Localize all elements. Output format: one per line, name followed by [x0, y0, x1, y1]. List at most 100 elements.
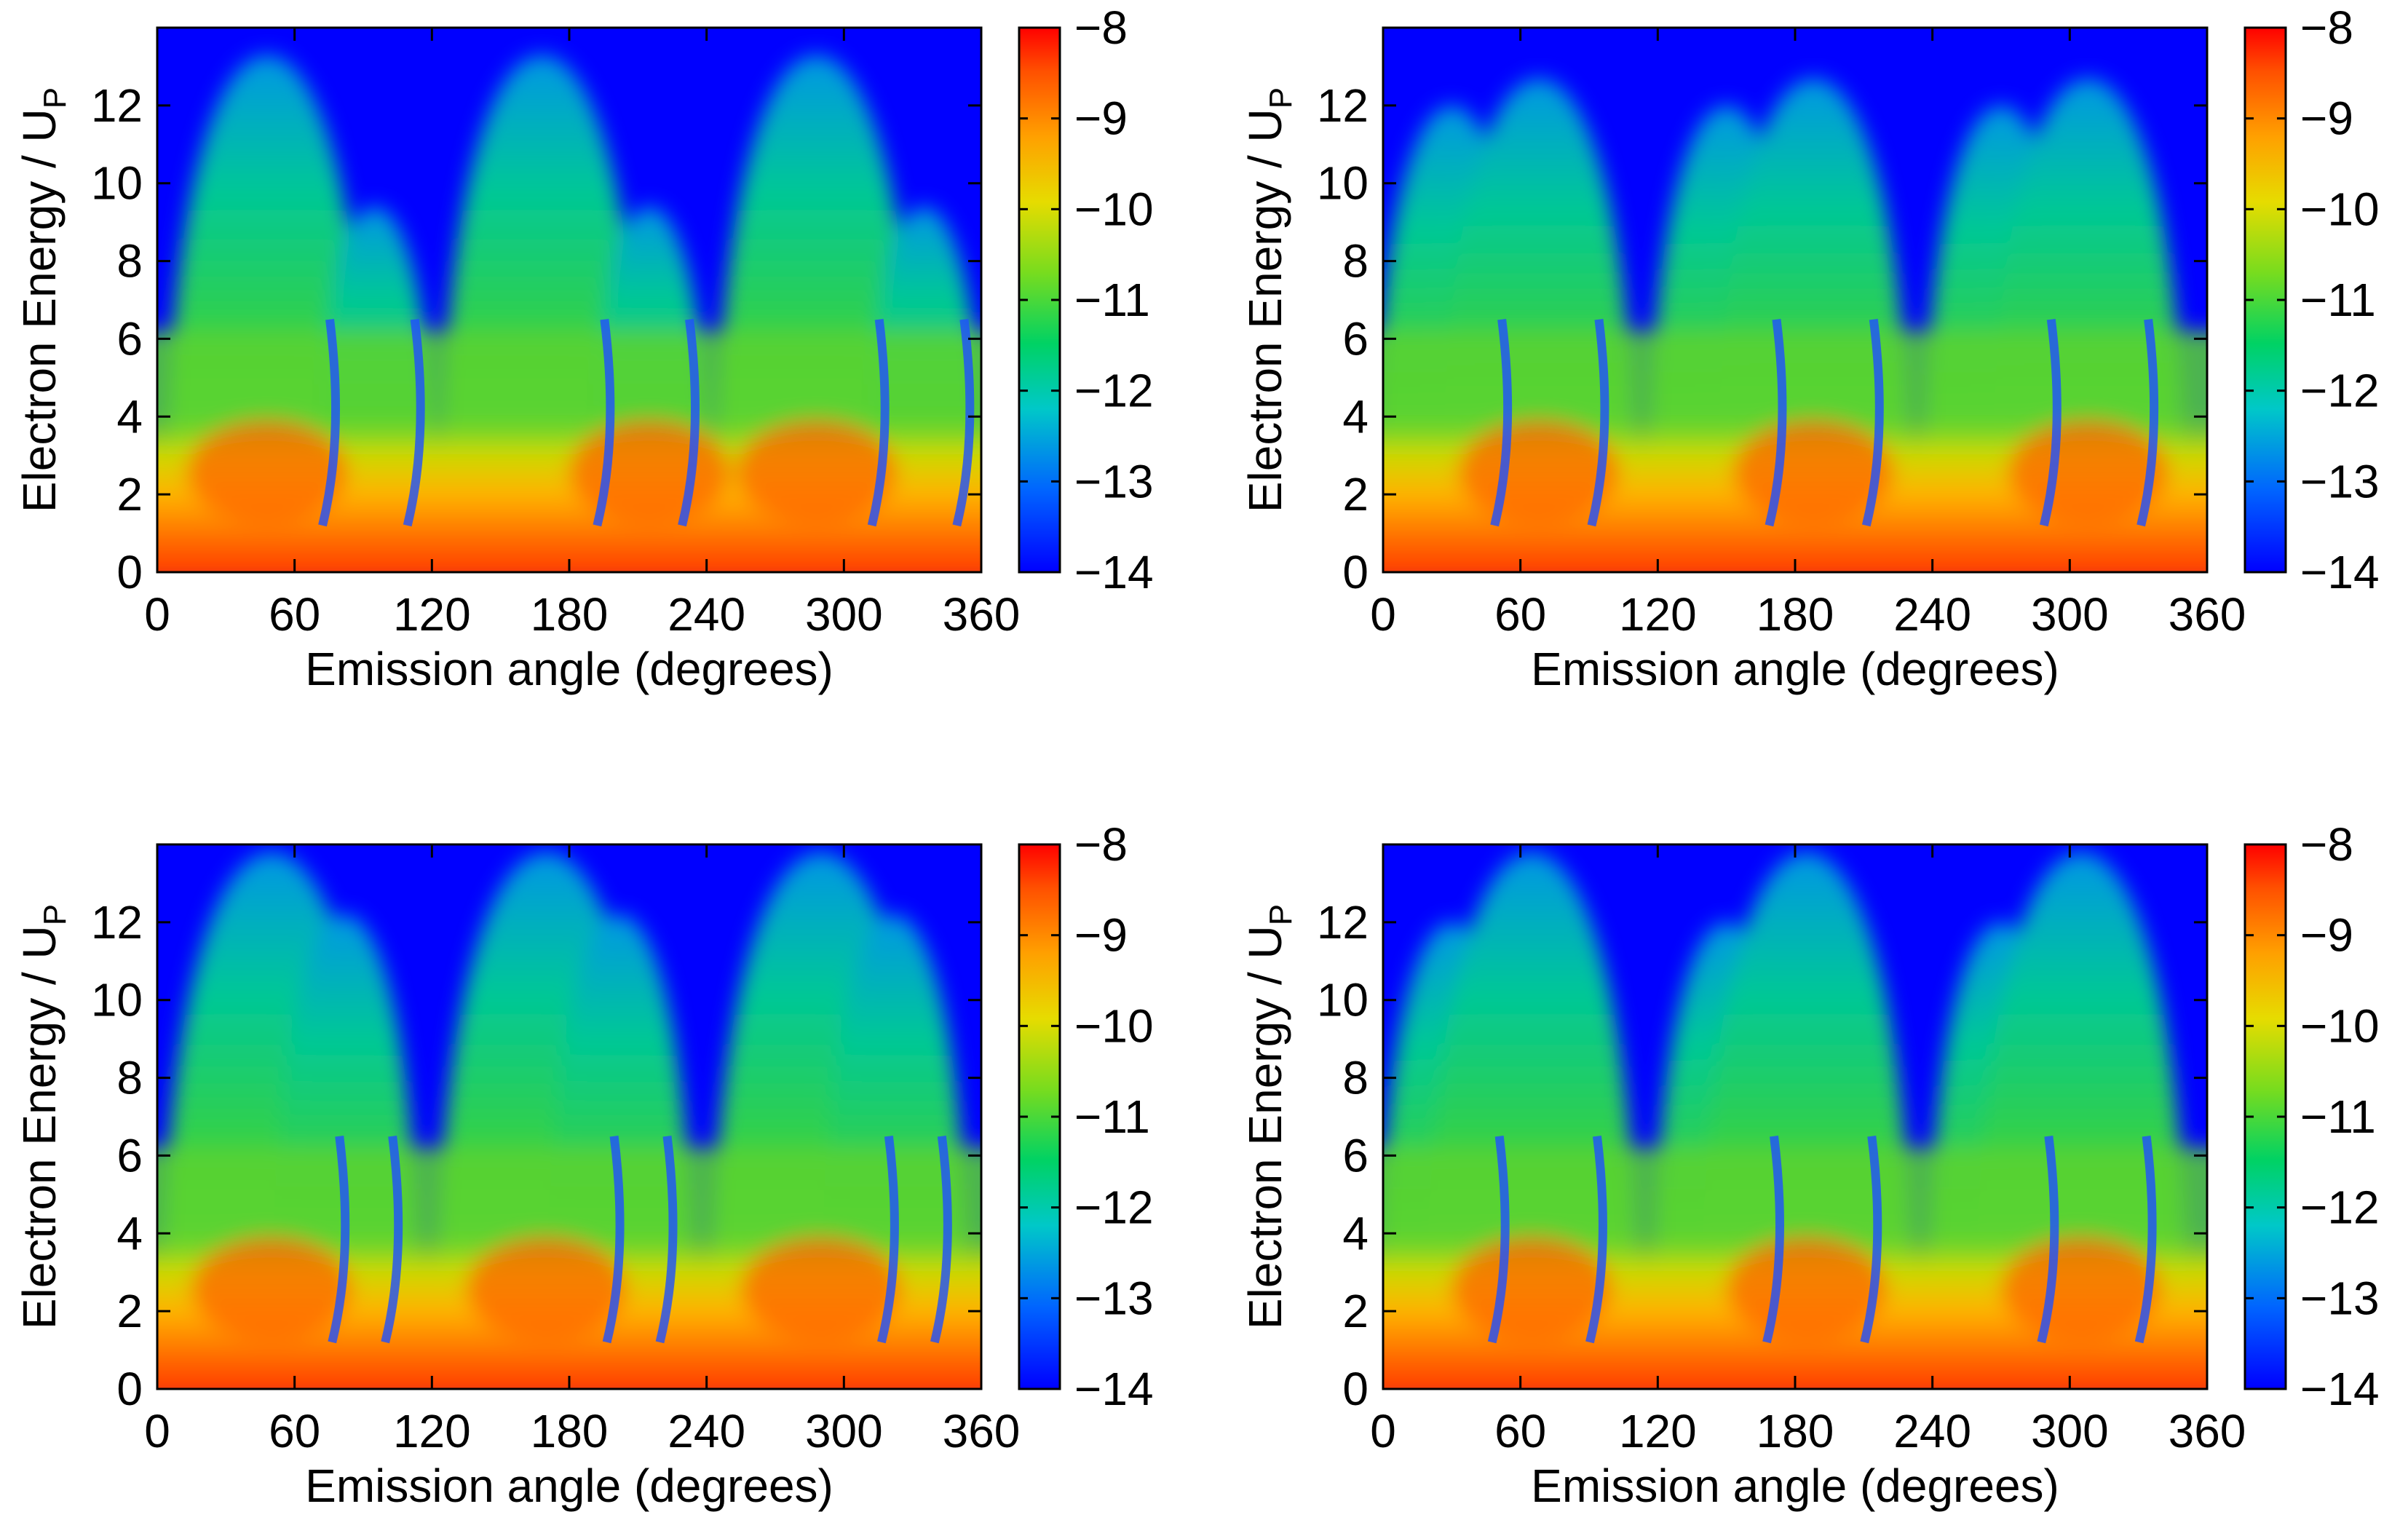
- y-tick-label: 12: [1317, 896, 1369, 949]
- heatmap-streak: [2039, 318, 2062, 527]
- colorbar-tick-label: −14: [2300, 546, 2380, 598]
- x-tick-label: 0: [1370, 588, 1396, 641]
- x-axis-label: Emission angle (degrees): [305, 643, 833, 695]
- y-axis-label: Electron Energy / UP: [1239, 87, 1299, 512]
- y-tick-label: 8: [116, 1052, 143, 1104]
- colorbar-tick-label: −14: [1074, 1363, 1154, 1415]
- y-axis-label-main: Electron Energy / U: [13, 925, 66, 1329]
- x-tick-label: 180: [1757, 588, 1834, 641]
- panel-top-left: 0 60 120 180 240 300 360 0 2 4 6 8 10 12 Emission angl…: [13, 1, 1154, 695]
- y-axis-label-main: Electron Energy / U: [1239, 925, 1291, 1329]
- x-tick-label: 120: [393, 588, 471, 641]
- heatmap-streak: [1487, 1135, 1510, 1344]
- plot-area: [157, 28, 981, 572]
- x-tick-label: 240: [1893, 588, 1971, 641]
- y-tick-label: 12: [1317, 79, 1369, 132]
- y-tick-label: 10: [1317, 157, 1369, 210]
- x-axis-label: Emission angle (degrees): [1531, 1460, 2059, 1512]
- heatmap-field: [1383, 852, 2207, 1389]
- y-tick-label: 2: [1342, 1285, 1369, 1337]
- colorbar-tick-label: −8: [2300, 818, 2353, 871]
- y-tick-label: 4: [116, 1207, 143, 1259]
- panel-top-right: 0 60 120 180 240 300 360 0 2 4 6 8 10 12 Emission angl…: [1239, 1, 2380, 695]
- x-axis-label: Emission angle (degrees): [305, 1460, 833, 1512]
- y-tick-label: 2: [116, 468, 143, 520]
- y-tick-label: 8: [1342, 235, 1369, 288]
- y-tick-label: 0: [116, 1363, 143, 1415]
- x-tick-label: 240: [1893, 1405, 1971, 1457]
- heatmap-streak: [930, 1135, 952, 1344]
- heatmap-streak: [1861, 318, 1884, 527]
- x-tick-label: 300: [805, 588, 883, 641]
- colorbar-tick-label: −10: [2300, 183, 2380, 235]
- x-tick-label: 120: [1619, 588, 1697, 641]
- y-axis-label: Electron Energy / UP: [1239, 904, 1299, 1329]
- y-tick-label: 6: [1342, 312, 1369, 365]
- x-tick-label: 300: [805, 1405, 883, 1457]
- heatmap-hotspot: [736, 420, 897, 523]
- heatmap-field: [157, 852, 981, 1389]
- heatmap-streak: [1765, 318, 1787, 527]
- colorbar-tick-label: −11: [2300, 274, 2376, 326]
- y-tick-label: 8: [1342, 1052, 1369, 1104]
- colorbar-tick-label: −13: [1074, 455, 1154, 507]
- colorbar-tick-label: −12: [2300, 1181, 2380, 1234]
- y-tick-label: 4: [1342, 390, 1369, 443]
- heatmap-streak: [403, 318, 425, 527]
- x-tick-label: 60: [269, 588, 320, 641]
- heatmap-hotspot: [2001, 1237, 2162, 1339]
- x-tick-label: 0: [144, 588, 170, 641]
- y-tick-label: 6: [116, 312, 143, 365]
- colorbar-tick-label: −8: [1074, 1, 1128, 54]
- heatmap-hotspot: [1451, 1237, 1612, 1339]
- heatmap-streak: [877, 1135, 899, 1344]
- y-tick-label: 4: [1342, 1207, 1369, 1259]
- heatmap-hotspot: [740, 1237, 901, 1339]
- heatmap-streak: [1762, 1135, 1785, 1344]
- heatmap-streak: [1860, 1135, 1882, 1344]
- colorbar-tick-label: −14: [2300, 1363, 2380, 1415]
- heatmap-streak: [593, 318, 615, 527]
- colorbar-tick-label: −12: [2300, 365, 2380, 417]
- x-tick-label: 360: [943, 1405, 1021, 1457]
- colorbar-tick-label: −11: [2300, 1090, 2376, 1143]
- heatmap-hotspot: [186, 420, 347, 523]
- x-tick-label: 240: [668, 1405, 745, 1457]
- x-tick-label: 180: [531, 588, 609, 641]
- x-tick-label: 300: [2031, 1405, 2109, 1457]
- heatmap-streak: [2134, 1135, 2157, 1344]
- panel-bottom-right: 0 60 120 180 240 300 360 0 2 4 6 8 10 12 Emission angl…: [1239, 818, 2380, 1512]
- x-tick-label: 120: [393, 1405, 471, 1457]
- x-tick-label: 180: [1757, 1405, 1834, 1457]
- y-tick-label: 12: [91, 79, 143, 132]
- colorbar-tick-label: −8: [1074, 818, 1128, 871]
- colorbar-tick-label: −13: [2300, 455, 2380, 507]
- colorbar-tick-label: −12: [1074, 1181, 1154, 1234]
- heatmap-streak: [1490, 318, 1513, 527]
- colorbar-tick-label: −11: [1074, 1090, 1150, 1143]
- heatmap-streak: [678, 318, 700, 527]
- y-tick-label: 12: [91, 896, 143, 949]
- y-axis-label-sub: P: [37, 904, 73, 925]
- heatmap-field: [1383, 78, 2207, 572]
- heatmap-streak: [602, 1135, 625, 1344]
- colorbar-tick-label: −10: [2300, 999, 2380, 1052]
- heatmap-hotspot: [466, 1237, 627, 1339]
- y-tick-label: 0: [1342, 1363, 1369, 1415]
- y-axis-label-main: Electron Energy / U: [13, 108, 66, 512]
- y-tick-label: 0: [1342, 546, 1369, 598]
- x-tick-label: 60: [1494, 588, 1546, 641]
- y-tick-label: 6: [1342, 1129, 1369, 1181]
- colorbar-tick-label: −13: [2300, 1272, 2380, 1324]
- y-tick-label: 6: [116, 1129, 143, 1181]
- y-axis-label-sub: P: [1263, 904, 1299, 925]
- x-tick-label: 360: [2169, 1405, 2246, 1457]
- heatmap-streak: [1587, 318, 1609, 527]
- y-tick-label: 4: [116, 390, 143, 443]
- x-tick-label: 180: [531, 1405, 609, 1457]
- heatmap-hotspot: [191, 1237, 352, 1339]
- panel-bottom-left: 0 60 120 180 240 300 360 0 2 4 6 8 10 12 Emission angl…: [13, 818, 1154, 1512]
- heatmap-streak: [381, 1135, 403, 1344]
- x-tick-label: 60: [269, 1405, 320, 1457]
- colorbar-tick-label: −11: [1074, 274, 1150, 326]
